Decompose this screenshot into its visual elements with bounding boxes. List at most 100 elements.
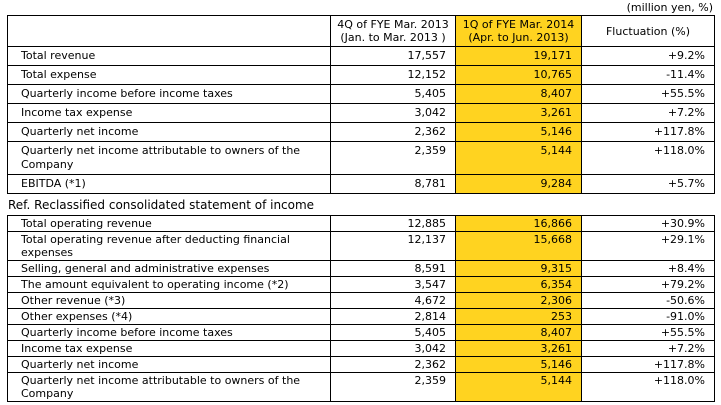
- table-row: Total revenue 17,557 19,171 +9.2%: [7, 46, 715, 66]
- current-quarter-value: 253: [455, 308, 582, 325]
- summary-table-body: Total revenue 17,557 19,171 +9.2% Total …: [7, 46, 715, 194]
- row-label: Selling, general and administrative expe…: [7, 260, 331, 277]
- reclassified-statement-table: Total operating revenue 12,885 16,866 +3…: [7, 215, 715, 402]
- prev-quarter-line2: (Jan. to Mar. 2013 ): [340, 31, 446, 44]
- row-label: Total expense: [7, 65, 331, 85]
- row-label: Income tax expense: [7, 103, 331, 123]
- table-row: The amount equivalent to operating incom…: [7, 276, 715, 293]
- table-row: Other revenue (*3) 4,672 2,306 -50.6%: [7, 292, 715, 309]
- current-quarter-value: 9,284: [455, 174, 582, 194]
- fluctuation-value: +8.4%: [581, 260, 715, 277]
- prev-quarter-value: 3,042: [330, 103, 456, 123]
- fluctuation-value: +30.9%: [581, 215, 715, 232]
- row-label: Quarterly net income attributable to own…: [7, 141, 331, 175]
- table-row: Quarterly income before income taxes 5,4…: [7, 324, 715, 341]
- current-quarter-value: 10,765: [455, 65, 582, 85]
- fluctuation-value: +117.8%: [581, 356, 715, 373]
- row-label: Quarterly income before income taxes: [7, 84, 331, 104]
- table-row: Selling, general and administrative expe…: [7, 260, 715, 277]
- row-label: Quarterly net income attributable to own…: [7, 372, 331, 402]
- fluctuation-value: -50.6%: [581, 292, 715, 309]
- prev-quarter-value: 17,557: [330, 46, 456, 66]
- row-label: Quarterly net income: [7, 356, 331, 373]
- row-label: Quarterly net income: [7, 122, 331, 142]
- quarterly-summary-table: 4Q of FYE Mar. 2013 (Jan. to Mar. 2013 )…: [7, 15, 715, 194]
- fluctuation-value: +7.2%: [581, 340, 715, 357]
- row-label: EBITDA (*1): [7, 174, 331, 194]
- prev-quarter-line1: 4Q of FYE Mar. 2013: [337, 18, 449, 31]
- column-header-current-quarter: 1Q of FYE Mar. 2014 (Apr. to Jun. 2013): [455, 15, 582, 47]
- current-quarter-value: 5,146: [455, 122, 582, 142]
- fluctuation-value: +9.2%: [581, 46, 715, 66]
- fluctuation-value: +117.8%: [581, 122, 715, 142]
- current-quarter-value: 15,668: [455, 231, 582, 261]
- table-row: EBITDA (*1) 8,781 9,284 +5.7%: [7, 174, 715, 194]
- column-header-fluctuation: Fluctuation (%): [581, 15, 715, 47]
- prev-quarter-value: 12,137: [330, 231, 456, 261]
- prev-quarter-value: 2,359: [330, 372, 456, 402]
- table-row: Quarterly income before income taxes 5,4…: [7, 84, 715, 104]
- current-quarter-value: 3,261: [455, 103, 582, 123]
- current-quarter-value: 5,144: [455, 372, 582, 402]
- row-label: Total revenue: [7, 46, 331, 66]
- row-label: Other expenses (*4): [7, 308, 331, 325]
- prev-quarter-value: 8,781: [330, 174, 456, 194]
- current-quarter-line1: 1Q of FYE Mar. 2014: [462, 18, 575, 31]
- column-header-prev-quarter: 4Q of FYE Mar. 2013 (Jan. to Mar. 2013 ): [330, 15, 456, 47]
- table-row: Total operating revenue after deducting …: [7, 231, 715, 261]
- fluctuation-value: +29.1%: [581, 231, 715, 261]
- current-quarter-value: 6,354: [455, 276, 582, 293]
- current-quarter-value: 2,306: [455, 292, 582, 309]
- prev-quarter-value: 4,672: [330, 292, 456, 309]
- row-label: Other revenue (*3): [7, 292, 331, 309]
- prev-quarter-value: 5,405: [330, 84, 456, 104]
- table-row: Quarterly net income 2,362 5,146 +117.8%: [7, 356, 715, 373]
- row-label: Total operating revenue: [7, 215, 331, 232]
- fluctuation-value: -11.4%: [581, 65, 715, 85]
- current-quarter-value: 8,407: [455, 84, 582, 104]
- prev-quarter-value: 12,152: [330, 65, 456, 85]
- table-row: Quarterly net income attributable to own…: [7, 141, 715, 175]
- row-label: Income tax expense: [7, 340, 331, 357]
- table-header-row: 4Q of FYE Mar. 2013 (Jan. to Mar. 2013 )…: [7, 15, 715, 47]
- table-row: Quarterly net income 2,362 5,146 +117.8%: [7, 122, 715, 142]
- reclassified-table-body: Total operating revenue 12,885 16,866 +3…: [7, 215, 715, 402]
- current-quarter-line2: (Apr. to Jun. 2013): [468, 31, 569, 44]
- prev-quarter-value: 3,547: [330, 276, 456, 293]
- prev-quarter-value: 8,591: [330, 260, 456, 277]
- current-quarter-value: 16,866: [455, 215, 582, 232]
- prev-quarter-value: 12,885: [330, 215, 456, 232]
- prev-quarter-value: 3,042: [330, 340, 456, 357]
- unit-note: (million yen, %): [626, 1, 713, 14]
- table-row: Quarterly net income attributable to own…: [7, 372, 715, 402]
- table-row: Total expense 12,152 10,765 -11.4%: [7, 65, 715, 85]
- table-row: Total operating revenue 12,885 16,866 +3…: [7, 215, 715, 232]
- current-quarter-value: 3,261: [455, 340, 582, 357]
- prev-quarter-value: 2,362: [330, 122, 456, 142]
- current-quarter-value: 9,315: [455, 260, 582, 277]
- fluctuation-value: +79.2%: [581, 276, 715, 293]
- fluctuation-value: +55.5%: [581, 84, 715, 104]
- current-quarter-value: 5,146: [455, 356, 582, 373]
- fluctuation-value: +118.0%: [581, 141, 715, 175]
- empty-header-cell: [7, 15, 331, 47]
- row-label: Total operating revenue after deducting …: [7, 231, 331, 261]
- fluctuation-value: +118.0%: [581, 372, 715, 402]
- current-quarter-value: 8,407: [455, 324, 582, 341]
- prev-quarter-value: 2,814: [330, 308, 456, 325]
- fluctuation-value: -91.0%: [581, 308, 715, 325]
- fluctuation-value: +5.7%: [581, 174, 715, 194]
- ref-section-title: Ref. Reclassified consolidated statement…: [8, 198, 315, 212]
- table-row: Income tax expense 3,042 3,261 +7.2%: [7, 103, 715, 123]
- prev-quarter-value: 5,405: [330, 324, 456, 341]
- prev-quarter-value: 2,359: [330, 141, 456, 175]
- row-label: The amount equivalent to operating incom…: [7, 276, 331, 293]
- fluctuation-value: +55.5%: [581, 324, 715, 341]
- prev-quarter-value: 2,362: [330, 356, 456, 373]
- current-quarter-value: 5,144: [455, 141, 582, 175]
- table-row: Other expenses (*4) 2,814 253 -91.0%: [7, 308, 715, 325]
- fluctuation-value: +7.2%: [581, 103, 715, 123]
- current-quarter-value: 19,171: [455, 46, 582, 66]
- row-label: Quarterly income before income taxes: [7, 324, 331, 341]
